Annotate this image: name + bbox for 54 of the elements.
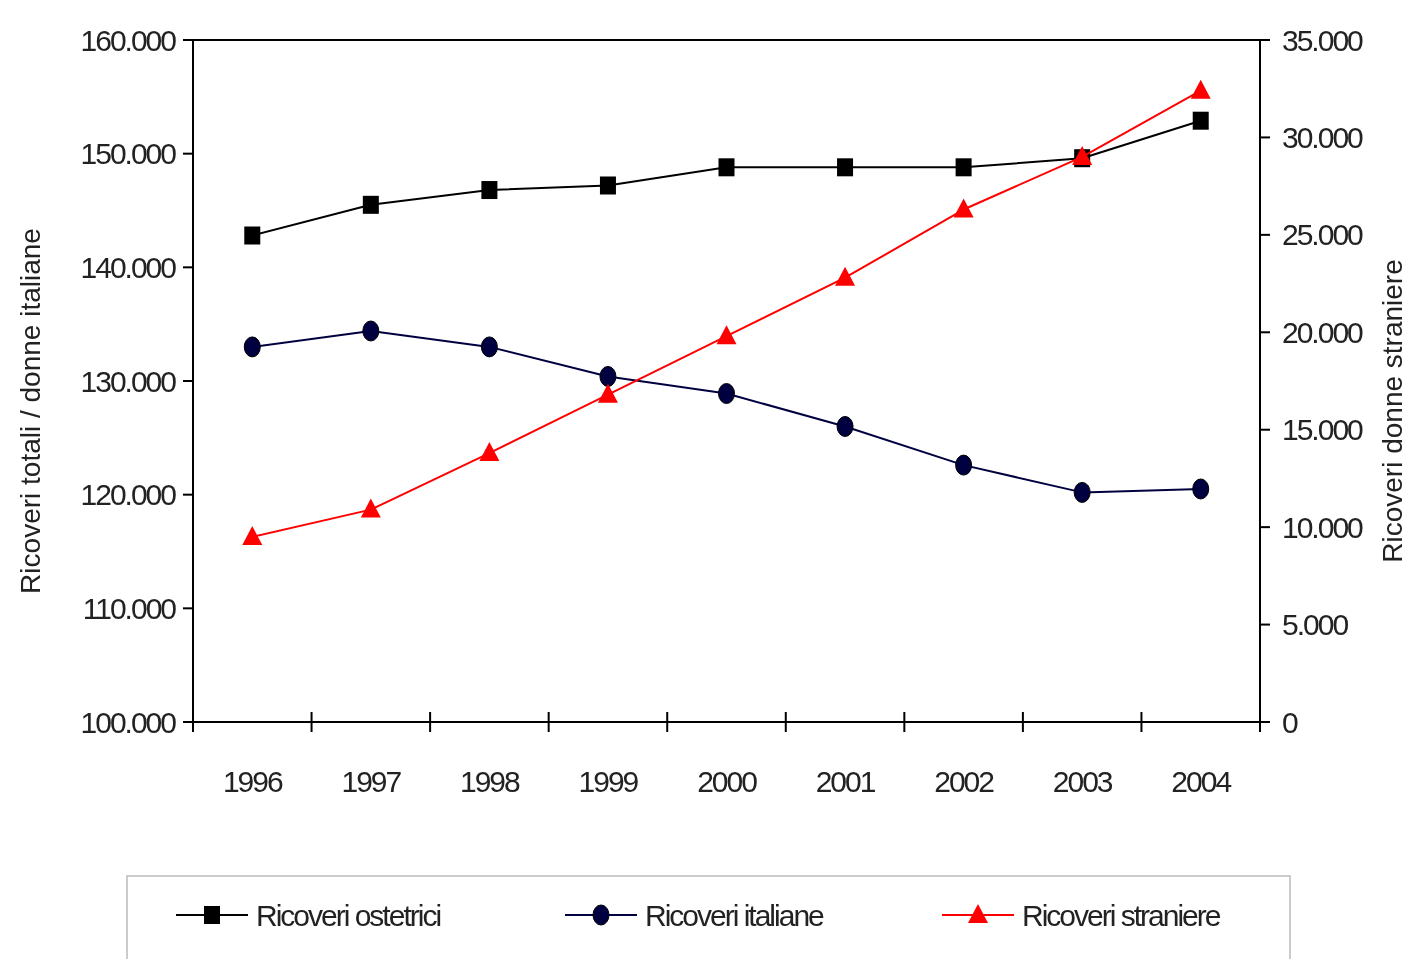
y-tick-label: 120.000 <box>80 478 177 512</box>
point <box>718 383 735 404</box>
point <box>597 383 618 403</box>
point <box>718 158 735 177</box>
point <box>480 336 498 358</box>
y-tick-label: 130.000 <box>80 364 177 398</box>
point <box>1192 111 1209 130</box>
x-tick-label: 1998 <box>460 765 521 798</box>
x-tick-label: 2000 <box>697 765 758 798</box>
point <box>362 320 380 342</box>
point <box>362 195 379 214</box>
y2-tick-label: 5.000 <box>1282 608 1349 642</box>
y-tick-label: 100.000 <box>80 705 177 739</box>
point <box>1192 478 1210 500</box>
point <box>955 454 973 476</box>
legend-label: Ricoveri ostetrici <box>256 898 441 932</box>
point <box>244 226 261 245</box>
x-tick-label: 2003 <box>1052 765 1113 798</box>
y2-tick-label: 25.000 <box>1282 218 1364 252</box>
point <box>599 365 617 387</box>
point <box>242 525 263 545</box>
y2-tick-label: 35.000 <box>1282 23 1364 57</box>
y2-tick-label: 0 <box>1282 705 1298 739</box>
x-tick-label: 2002 <box>934 765 995 798</box>
point <box>836 415 854 437</box>
x-tick-label: 2001 <box>815 765 876 798</box>
legend-label: Ricoveri italiane <box>645 898 825 932</box>
y-axis-title: Ricoveri totali / donne italiane <box>15 228 46 594</box>
x-tick-label: 1996 <box>222 765 283 798</box>
point <box>837 158 854 177</box>
point <box>716 325 737 345</box>
x-tick-label: 1997 <box>341 765 402 798</box>
point <box>953 198 974 218</box>
y-tick-label: 110.000 <box>82 591 177 625</box>
y2-tick-label: 30.000 <box>1282 120 1364 154</box>
point <box>1073 481 1091 503</box>
legend-label: Ricoveri straniere <box>1022 898 1221 932</box>
x-tick-label: 1999 <box>578 765 639 798</box>
point <box>481 181 498 200</box>
point <box>479 442 500 462</box>
point <box>243 336 261 358</box>
point <box>360 498 381 518</box>
point <box>599 176 616 195</box>
y-tick-label: 140.000 <box>80 250 177 284</box>
y-tick-label: 150.000 <box>80 137 177 171</box>
point <box>835 266 856 286</box>
y2-tick-label: 10.000 <box>1282 510 1364 544</box>
y-tick-label: 160.000 <box>80 23 177 57</box>
y2-tick-label: 15.000 <box>1282 413 1364 447</box>
point <box>955 158 972 177</box>
y2-tick-label: 20.000 <box>1282 315 1364 349</box>
y2-axis-title: Ricoveri donne straniere <box>1377 259 1408 563</box>
x-tick-label: 2004 <box>1171 765 1232 798</box>
point <box>1190 79 1211 99</box>
